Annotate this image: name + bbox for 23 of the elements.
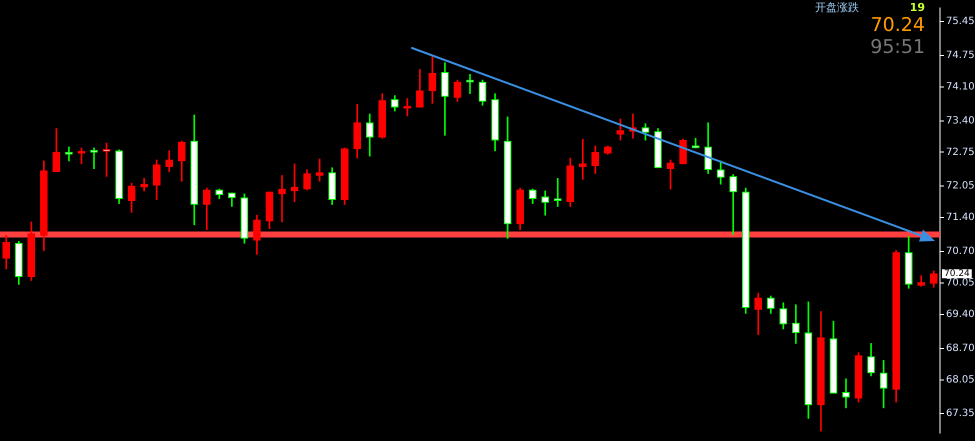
y-tick-label: 67.35 bbox=[946, 408, 975, 420]
y-tick-label: 73.40 bbox=[946, 115, 975, 126]
y-tick-label: 71.40 bbox=[946, 212, 975, 224]
y-tick-label: 72.05 bbox=[946, 180, 975, 192]
y-tick-label: 70.70 bbox=[946, 246, 975, 258]
y-tick-label: 75.45 bbox=[946, 16, 975, 28]
candlestick bbox=[290, 164, 298, 202]
y-tick-label: 72.75 bbox=[946, 146, 975, 158]
candlestick bbox=[666, 160, 674, 190]
annotation: 70.24 bbox=[944, 269, 970, 280]
annotation: 70.24 bbox=[870, 14, 925, 36]
annotation: 95:51 bbox=[869, 36, 925, 58]
y-tick-label: 69.40 bbox=[946, 309, 975, 320]
candlestick bbox=[842, 378, 850, 408]
annotation: 19 bbox=[910, 1, 925, 14]
annotation: 开盘涨跌 bbox=[815, 1, 859, 14]
candlestick bbox=[466, 74, 474, 94]
candlestick bbox=[278, 175, 286, 222]
y-tick-label: 70.05 bbox=[946, 278, 975, 289]
y-tick-label: 74.75 bbox=[946, 50, 975, 62]
y-tick-label: 74.10 bbox=[946, 81, 975, 92]
y-tick-label: 68.70 bbox=[946, 342, 975, 354]
y-tick-label: 68.05 bbox=[946, 374, 975, 386]
